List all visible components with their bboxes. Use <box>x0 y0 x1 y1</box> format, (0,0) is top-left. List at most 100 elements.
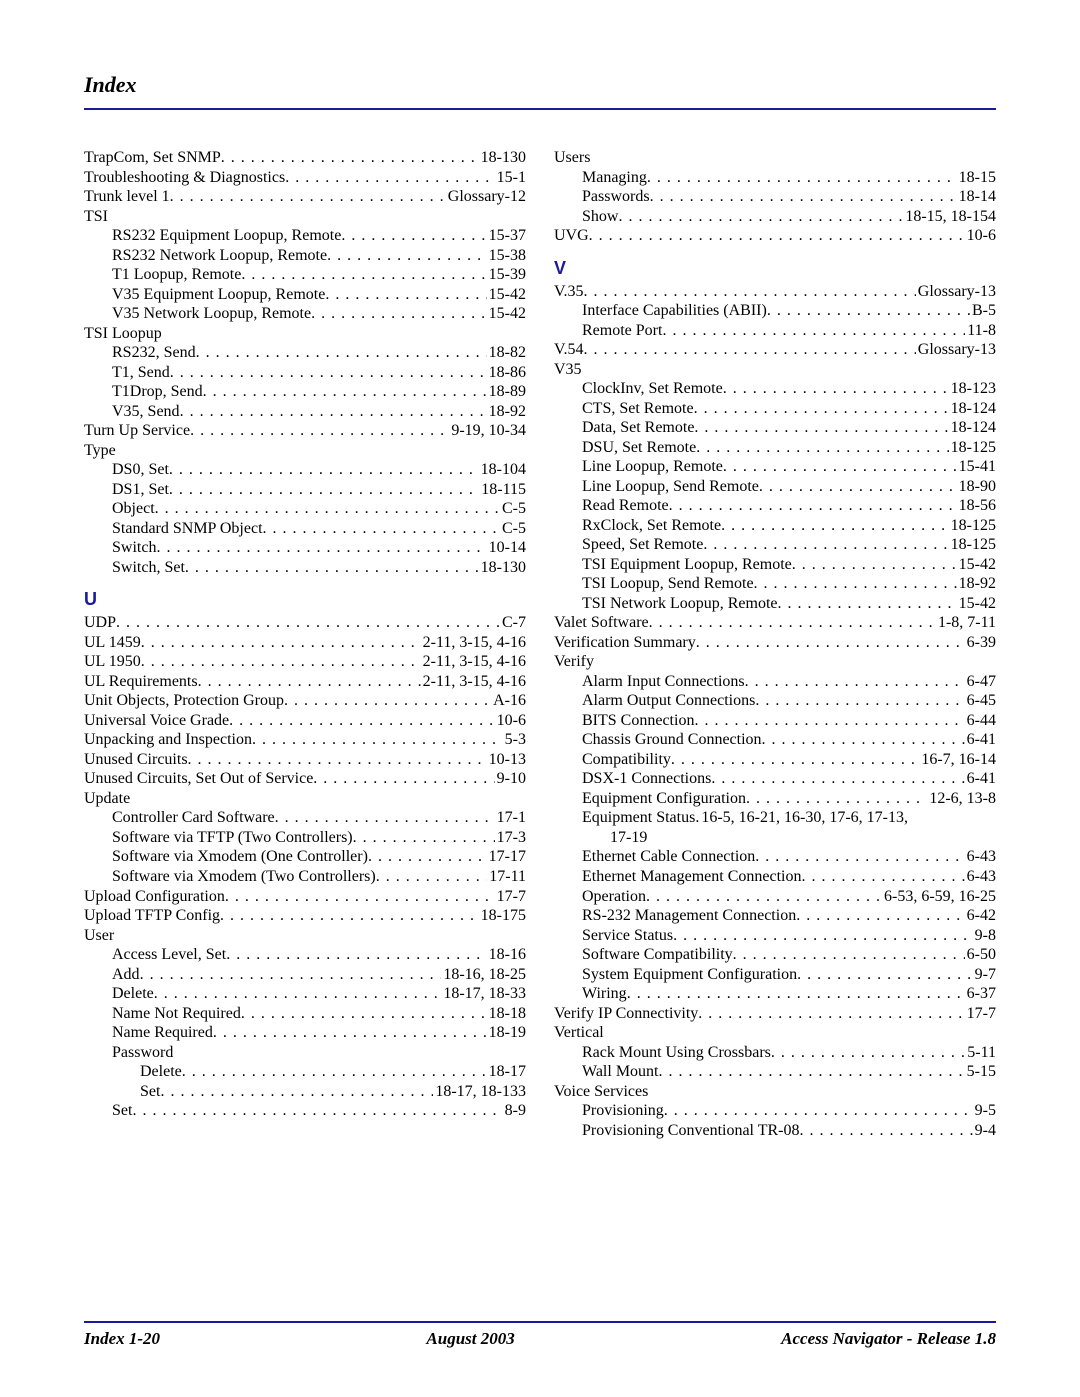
index-label: UL 1459 <box>84 633 141 653</box>
index-entry: V35 Network Loopup, Remote 15-42 <box>84 304 526 324</box>
page-ref: A-16 <box>491 691 526 711</box>
page-ref: 18-123 <box>949 379 996 399</box>
page: Index TrapCom, Set SNMP 18-130Troublesho… <box>0 0 1080 1397</box>
index-label: Wiring <box>582 984 627 1004</box>
dot-leader <box>711 769 964 789</box>
index-label: Speed, Set Remote <box>582 535 703 555</box>
index-label: V35 Network Loopup, Remote <box>112 304 311 324</box>
dot-leader <box>723 379 949 399</box>
index-label: UDP <box>84 613 116 633</box>
dot-leader <box>754 574 957 594</box>
index-label: Password <box>112 1043 173 1063</box>
index-label: Trunk level 1 <box>84 187 170 207</box>
page-ref: 8-9 <box>503 1101 526 1121</box>
index-label: Managing <box>582 168 647 188</box>
index-label: RS232, Send <box>112 343 196 363</box>
index-label: Alarm Input Connections <box>582 672 745 692</box>
dot-leader <box>376 867 488 887</box>
index-entry: CTS, Set Remote 18-124 <box>554 399 996 419</box>
dot-leader <box>169 460 479 480</box>
left-block-t: TrapCom, Set SNMP 18-130 Troubleshooting … <box>84 148 526 577</box>
index-label: TrapCom, Set SNMP <box>84 148 221 168</box>
section-u: U <box>84 589 526 611</box>
dot-leader <box>696 438 948 458</box>
page-ref: 16-7, 16-14 <box>919 750 996 770</box>
dot-leader <box>220 906 479 926</box>
index-label: Upload Configuration <box>84 887 225 907</box>
index-entry: Managing 18-15 <box>554 168 996 188</box>
page-ref: 15-42 <box>487 304 526 324</box>
footer: Index 1-20 August 2003 Access Navigator … <box>84 1321 996 1349</box>
page-ref: 5-3 <box>503 730 526 750</box>
dot-leader <box>746 789 927 809</box>
dot-leader <box>285 168 494 188</box>
page-ref: C-7 <box>500 613 526 633</box>
right-block-v: V.35 Glossary-13Interface Capabilities (… <box>554 282 996 1141</box>
dot-leader <box>141 633 421 653</box>
index-columns: TrapCom, Set SNMP 18-130 Troubleshooting … <box>84 148 996 1140</box>
index-entry: Turn Up Service 9-19, 10-34 <box>84 421 526 441</box>
index-entry: V.35 Glossary-13 <box>554 282 996 302</box>
index-label: BITS Connection <box>582 711 694 731</box>
page-ref: 5-11 <box>965 1043 996 1063</box>
dot-leader <box>188 750 487 770</box>
index-entry: Name Not Required 18-18 <box>84 1004 526 1024</box>
index-entry: Controller Card Software 17-1 <box>84 808 526 828</box>
index-label: Software via TFTP (Two Controllers) <box>112 828 353 848</box>
dot-leader <box>778 594 957 614</box>
dot-leader <box>116 613 500 633</box>
index-label: T1 Loopup, Remote <box>112 265 241 285</box>
page-ref: C-5 <box>500 499 526 519</box>
index-entry: Switch 10-14 <box>84 538 526 558</box>
index-label: V35 Equipment Loopup, Remote <box>112 285 325 305</box>
index-label: Vertical <box>554 1023 604 1043</box>
page-ref: 6-43 <box>965 847 996 867</box>
page-ref: 6-53, 6-59, 16-25 <box>882 887 996 907</box>
index-entry: RS232 Network Loopup, Remote 15-38 <box>84 246 526 266</box>
dot-leader <box>627 984 965 1004</box>
index-entry: BITS Connection 6-44 <box>554 711 996 731</box>
index-entry: Line Loopup, Send Remote 18-90 <box>554 477 996 497</box>
index-entry: Users <box>554 148 996 168</box>
dot-leader <box>646 887 882 907</box>
page-ref: 18-125 <box>949 516 996 536</box>
index-entry: Ethernet Management Connection 6-43 <box>554 867 996 887</box>
footer-row: Index 1-20 August 2003 Access Navigator … <box>84 1329 996 1349</box>
page-ref: 18-130 <box>479 558 526 578</box>
index-label: Set <box>112 1101 132 1121</box>
index-label: Verification Summary <box>554 633 696 653</box>
index-label: System Equipment Configuration <box>582 965 797 985</box>
index-entry: Alarm Output Connections 6-45 <box>554 691 996 711</box>
header-rule <box>84 108 996 110</box>
index-entry: TSI Loopup <box>84 324 526 344</box>
index-label: V35 <box>554 360 582 380</box>
dot-leader <box>198 672 421 692</box>
page-ref: 17-11 <box>487 867 526 887</box>
dot-leader <box>584 282 916 302</box>
index-entry: Voice Services <box>554 1082 996 1102</box>
index-entry: Data, Set Remote 18-124 <box>554 418 996 438</box>
index-label: ClockInv, Set Remote <box>582 379 723 399</box>
index-entry: Vertical <box>554 1023 996 1043</box>
dot-leader <box>341 226 486 246</box>
footer-right: Access Navigator - Release 1.8 <box>781 1329 996 1349</box>
right-column: UsersManaging 18-15Passwords 18-14Show 1… <box>554 148 996 1140</box>
index-label: Voice Services <box>554 1082 648 1102</box>
index-entry: DSX-1 Connections 6-41 <box>554 769 996 789</box>
index-label: Troubleshooting & Diagnostics <box>84 168 285 188</box>
index-label: Wall Mount <box>582 1062 658 1082</box>
index-label: Software Compatibility <box>582 945 733 965</box>
index-label: UL 1950 <box>84 652 141 672</box>
page-ref: 18-16 <box>487 945 526 965</box>
index-entry: Ethernet Cable Connection 6-43 <box>554 847 996 867</box>
page-ref: 1-8, 7-11 <box>936 613 996 633</box>
dot-leader <box>182 1062 487 1082</box>
index-entry: Passwords 18-14 <box>554 187 996 207</box>
page-ref: 12-6, 13-8 <box>927 789 996 809</box>
index-entry: Upload TFTP Config 18-175 <box>84 906 526 926</box>
page-ref: 6-47 <box>965 672 996 692</box>
page-ref: 9-4 <box>973 1121 996 1141</box>
index-entry: Upload Configuration 17-7 <box>84 887 526 907</box>
index-label: V35, Send <box>112 402 180 422</box>
index-label: Interface Capabilities (ABII) <box>582 301 767 321</box>
